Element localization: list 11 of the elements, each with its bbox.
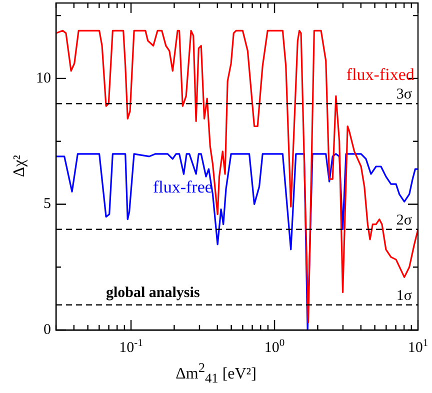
ref-line-label: 2σ — [396, 212, 412, 228]
series-label: flux-free — [152, 178, 212, 197]
ref-line-label: 3σ — [396, 86, 412, 103]
y-tick-label: 10 — [36, 70, 51, 86]
y-axis-title: Δχ² — [11, 154, 29, 178]
ref-line-label: 1σ — [396, 288, 412, 304]
series-label: flux-fixed — [346, 64, 415, 84]
y-tick-label: 5 — [44, 196, 51, 212]
annotation: global analysis — [106, 284, 200, 301]
y-tick-label: 0 — [44, 322, 51, 338]
x-axis-title: Δm$^{2}$$_{41}$ [eV²] — [174, 360, 258, 387]
